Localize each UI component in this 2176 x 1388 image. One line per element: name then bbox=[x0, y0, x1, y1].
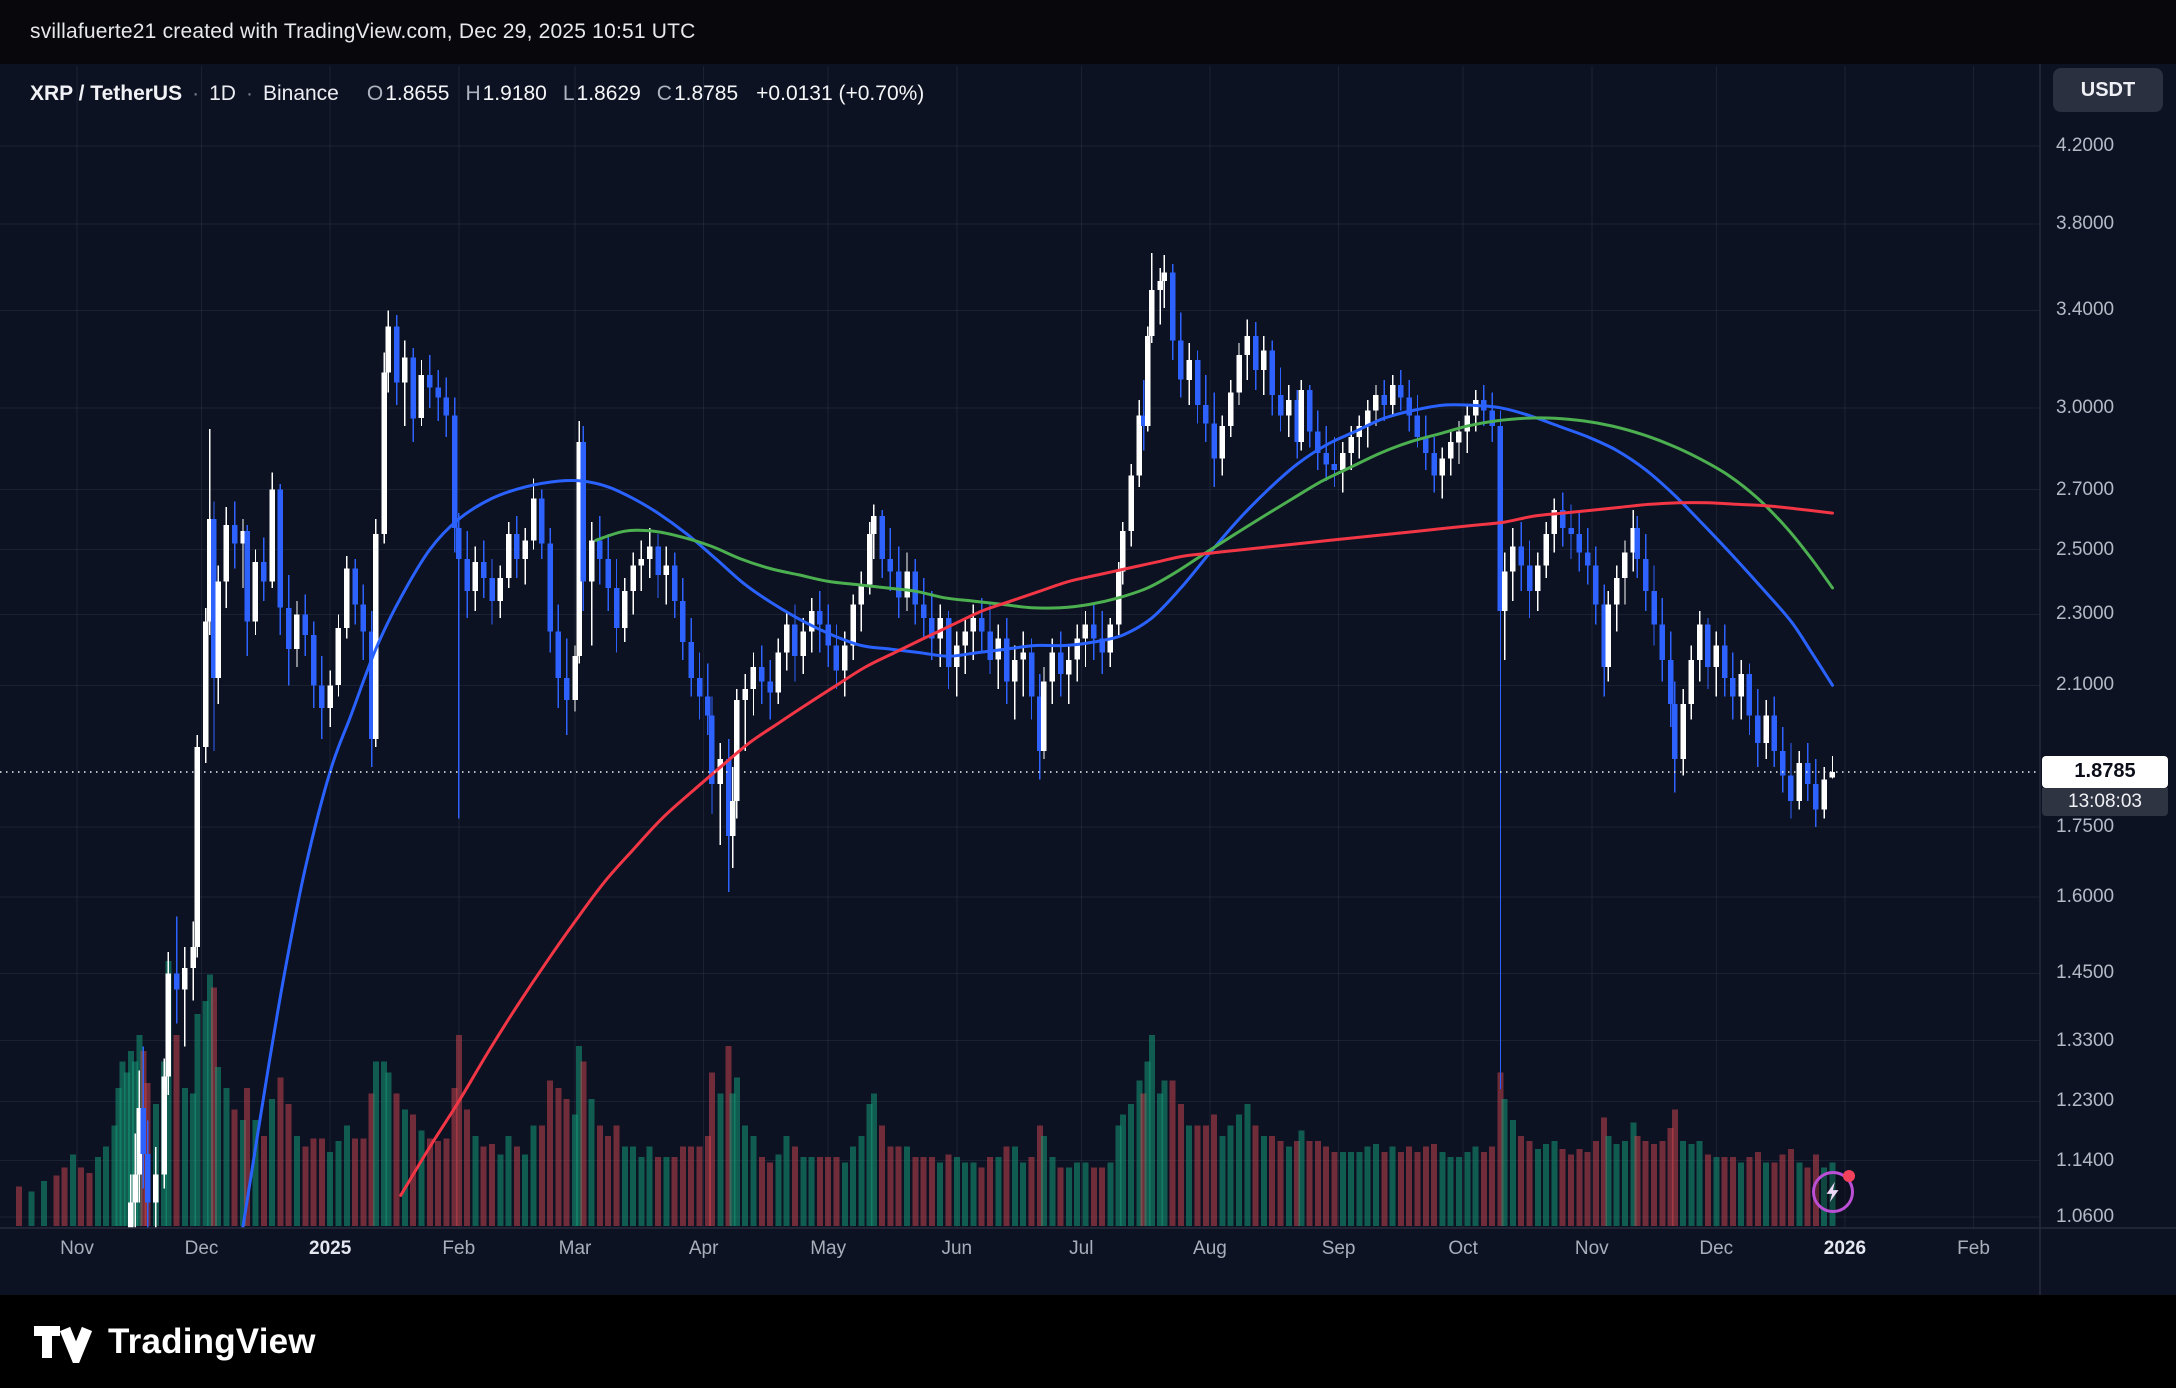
ma-fast-blue-line bbox=[241, 403, 1834, 1228]
time-axis[interactable]: Nov Dec 2025 Feb Mar Apr May Jun Jul Aug Sep Oct Nov… bbox=[0, 1228, 2040, 1295]
time-axis-label: Mar bbox=[558, 1238, 592, 1259]
tradingview-mark-icon bbox=[34, 1325, 92, 1363]
ma-slow-red-line bbox=[399, 501, 1834, 1197]
price-axis-label: 2.3000 bbox=[2056, 603, 2115, 625]
tradingview-wordmark: TradingView bbox=[108, 1321, 316, 1361]
price-axis-label: 3.0000 bbox=[2056, 396, 2115, 418]
price-axis-label: 3.8000 bbox=[2056, 212, 2115, 234]
time-axis-label: 2025 bbox=[309, 1238, 352, 1259]
legend-separator: · bbox=[245, 82, 253, 105]
volume-bars bbox=[15, 961, 1836, 1227]
time-axis-label: Nov bbox=[60, 1238, 94, 1259]
time-axis-label: Dec bbox=[184, 1238, 219, 1259]
lightning-icon bbox=[1826, 1181, 1839, 1203]
close-value: C1.8785 bbox=[656, 82, 739, 105]
price-axis-label: 1.2300 bbox=[2056, 1090, 2115, 1112]
price-axis-label: 3.4000 bbox=[2056, 299, 2115, 321]
exchange-label[interactable]: Binance bbox=[262, 82, 339, 105]
change-value: +0.0131 (+0.70%) bbox=[756, 82, 925, 105]
price-axis-label: 1.3300 bbox=[2056, 1029, 2115, 1051]
attribution-text: svillafuerte21 created with TradingView.… bbox=[30, 20, 696, 43]
attribution-bar: svillafuerte21 created with TradingView.… bbox=[0, 0, 2176, 64]
price-axis-label: 1.0600 bbox=[2056, 1206, 2115, 1228]
time-axis-label: Apr bbox=[688, 1238, 719, 1259]
low-value: L1.8629 bbox=[562, 82, 641, 105]
footer-bar: TradingView bbox=[0, 1295, 2176, 1388]
price-axis[interactable]: USDT 1.8785 13:08:03 4.2000 3.8000 3.4000 3… bbox=[2040, 64, 2176, 1295]
time-axis-label: May bbox=[810, 1238, 847, 1259]
interval-label[interactable]: 1D bbox=[209, 82, 236, 105]
price-axis-label: 1.7500 bbox=[2056, 816, 2115, 838]
last-price-badge: 1.8785 bbox=[2042, 755, 2168, 788]
legend-separator: · bbox=[192, 82, 200, 105]
ohlc-values: O1.8655 H1.9180 L1.8629 C1.8785 bbox=[367, 82, 738, 106]
price-axis-label: 4.2000 bbox=[2056, 135, 2115, 156]
price-axis-label: 1.1400 bbox=[2056, 1149, 2115, 1171]
flash-boost-button[interactable] bbox=[1812, 1170, 1855, 1213]
time-axis-label: Nov bbox=[1574, 1238, 1609, 1259]
price-axis-label: 1.6000 bbox=[2056, 885, 2115, 907]
time-axis-label: Aug bbox=[1193, 1238, 1227, 1259]
time-axis-label: Dec bbox=[1699, 1238, 1734, 1259]
price-axis-label: 2.7000 bbox=[2056, 478, 2115, 500]
high-value: H1.9180 bbox=[465, 82, 547, 105]
time-axis-label: Feb bbox=[1957, 1238, 1990, 1259]
time-axis-label: Feb bbox=[442, 1238, 476, 1259]
ma-mid-green-line bbox=[594, 416, 1834, 610]
time-axis-label: Oct bbox=[1448, 1238, 1478, 1259]
time-axis-label: 2026 bbox=[1823, 1238, 1867, 1259]
open-value: O1.8655 bbox=[366, 82, 450, 105]
currency-toggle-button[interactable]: USDT bbox=[2053, 68, 2163, 112]
symbol-legend: XRP / TetherUS · 1D · Binance O1.8655 H1… bbox=[30, 78, 924, 110]
bar-close-countdown: 13:08:03 bbox=[2042, 787, 2168, 816]
price-axis-label: 2.5000 bbox=[2056, 538, 2115, 560]
price-axis-label: 1.4500 bbox=[2056, 962, 2115, 984]
price-chart-canvas[interactable] bbox=[0, 64, 2176, 1295]
notification-dot bbox=[1843, 1170, 1855, 1182]
tradingview-logo[interactable]: TradingView bbox=[34, 1321, 316, 1363]
symbol-title[interactable]: XRP / TetherUS bbox=[30, 82, 183, 105]
chart-region: XRP / TetherUS · 1D · Binance O1.8655 H1… bbox=[0, 64, 2176, 1295]
time-axis-label: Jun bbox=[941, 1238, 973, 1259]
price-axis-label: 2.1000 bbox=[2056, 674, 2115, 696]
time-axis-label: Sep bbox=[1321, 1238, 1356, 1259]
time-axis-label: Jul bbox=[1069, 1238, 1094, 1259]
